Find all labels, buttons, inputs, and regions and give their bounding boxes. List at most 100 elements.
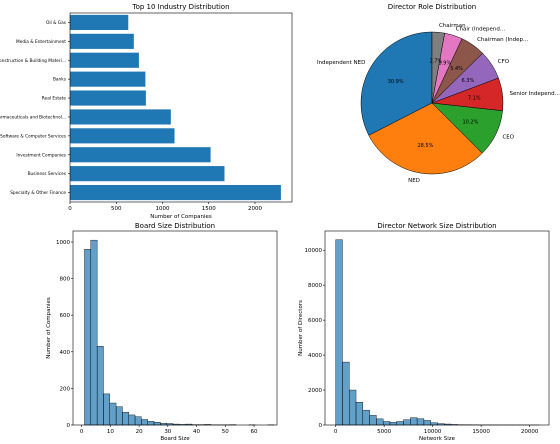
x-tick-label: 10000 <box>424 429 442 435</box>
chart-title: Director Network Size Distribution <box>377 222 496 230</box>
bar <box>70 52 139 68</box>
y-tick-label: Software & Computer Services <box>0 133 67 139</box>
histogram-bar <box>355 402 364 426</box>
x-tick-label: 20 <box>136 429 143 435</box>
bar <box>70 128 175 144</box>
y-tick-label: 0 <box>319 423 323 429</box>
y-axis-label: Number of Directors <box>298 300 304 356</box>
chart-title: Top 10 Industry Distribution <box>131 3 229 11</box>
chart-title: Director Role Distribution <box>388 3 477 11</box>
histogram-bar <box>90 239 98 426</box>
pie-slice-label: Chair (Independ... <box>456 27 506 33</box>
histogram-bar <box>362 409 370 426</box>
bar <box>70 90 146 106</box>
bar <box>70 71 146 87</box>
pie-slice <box>360 31 433 136</box>
x-tick-label: 1000 <box>156 206 170 212</box>
pie-slice-label: CFO <box>498 59 510 65</box>
histogram-bar <box>134 416 142 426</box>
bar <box>70 147 211 163</box>
histogram-bar <box>376 418 384 426</box>
y-tick-label: Banks <box>53 77 67 83</box>
pie-pct-label: 5.4% <box>450 66 463 72</box>
x-tick-label: 50 <box>222 429 229 435</box>
y-tick-label: 600 <box>60 313 71 319</box>
pie-slice-label: Independent NED <box>317 60 365 66</box>
histogram-bar <box>122 411 129 426</box>
x-tick-label: 0 <box>80 429 84 435</box>
bar <box>70 33 134 49</box>
y-tick-label: Specialty & Other Finance <box>10 190 66 196</box>
histogram-bar <box>335 239 343 426</box>
chart-title: Board Size Distribution <box>135 222 215 230</box>
histogram-bar <box>147 421 155 426</box>
pie-slice-label: Chairman <box>439 23 466 29</box>
histogram-bar <box>141 419 148 426</box>
histogram-bar <box>389 422 397 426</box>
histogram-bar <box>153 422 161 426</box>
pie-slice <box>368 102 483 175</box>
y-tick-label: Media & Entertainment <box>16 39 66 45</box>
x-axis-label: Board Size <box>160 436 190 442</box>
y-axis-label: Number of Companies <box>46 297 52 359</box>
histogram-bar <box>96 346 104 426</box>
x-tick-label: 1500 <box>202 206 216 212</box>
x-tick-label: 15000 <box>472 429 490 435</box>
x-tick-label: 500 <box>111 206 122 212</box>
pie-pct-label: 3.9% <box>439 60 452 66</box>
histogram-bar <box>369 415 377 426</box>
pie-slice-label: NED <box>408 178 420 184</box>
pie-slice-label: Senior Independ... <box>509 91 560 97</box>
y-tick-label: 400 <box>60 350 71 356</box>
y-tick-label: 200 <box>60 386 71 392</box>
pie-pct-label: 30.9% <box>388 79 404 85</box>
histogram-bar <box>349 389 357 426</box>
y-tick-label: Real Estate <box>42 96 67 102</box>
director-role-pie-chart: Director Role Distribution 30.9% Independe… <box>317 3 560 184</box>
pie-pct-label: 28.5% <box>417 143 433 149</box>
histogram-bar <box>423 420 431 426</box>
x-tick-label: 40 <box>193 429 200 435</box>
x-tick-label: 10 <box>107 429 114 435</box>
histogram-bar <box>416 418 425 426</box>
x-tick-label: 20000 <box>521 429 539 435</box>
histogram-bar <box>342 361 350 426</box>
bar <box>70 166 225 182</box>
y-tick-label: 10000 <box>305 248 323 254</box>
pie-pct-label: 2.7% <box>429 59 442 65</box>
pie-slice-label: Chairman (Indep... <box>477 37 528 43</box>
x-tick-label: 0 <box>68 206 72 212</box>
pie-pct-label: 6.3% <box>462 78 475 84</box>
x-tick-label: 30 <box>164 429 171 435</box>
y-tick-label: Oil & Gas <box>46 20 67 26</box>
x-tick-label: 60 <box>251 429 258 435</box>
x-axis-label: Network Size <box>419 436 456 442</box>
y-tick-label: Investment Companies <box>16 152 66 158</box>
y-tick-label: 4000 <box>308 353 322 359</box>
bar <box>70 14 129 31</box>
pie-slice-label: CEO <box>502 135 514 141</box>
y-tick-label: 0 <box>67 423 71 429</box>
plot-frame <box>69 12 293 203</box>
histogram-bar <box>84 249 92 426</box>
network-size-histogram: Director Network Size Distribution 0 5000 1… <box>298 222 550 442</box>
pie-pct-label: 7.1% <box>468 96 481 102</box>
histogram-bar <box>109 402 117 426</box>
bar <box>70 184 281 201</box>
pie-slice <box>431 31 445 104</box>
x-axis-label: Number of Companies <box>150 214 212 220</box>
histogram-bar <box>430 422 438 426</box>
pie-pct-label: 10.2% <box>462 119 478 125</box>
histogram-bar <box>410 417 418 426</box>
y-tick-label: Construction & Building Materi... <box>0 58 66 64</box>
y-tick-label: 8000 <box>308 283 322 289</box>
histogram-bar <box>396 421 404 426</box>
histogram-bar <box>103 393 110 426</box>
bar <box>70 109 171 125</box>
y-tick-label: 800 <box>60 277 71 283</box>
plot-frame <box>324 230 550 426</box>
y-tick-label: 2000 <box>308 388 322 394</box>
x-tick-label: 0 <box>334 429 338 435</box>
